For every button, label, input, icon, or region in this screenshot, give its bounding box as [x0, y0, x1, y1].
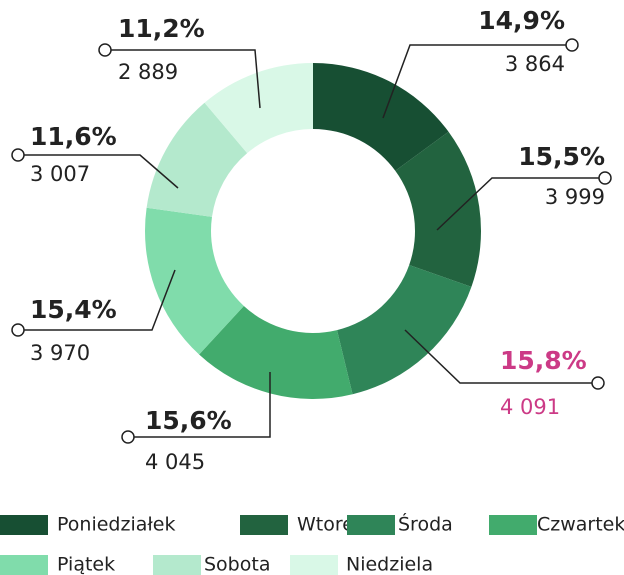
legend-label: Niedziela — [346, 554, 433, 575]
leader-dot — [591, 376, 605, 390]
leader-dot — [11, 323, 25, 337]
value-label: 3 970 — [30, 341, 90, 365]
donut-slice — [146, 102, 248, 217]
leader-dot — [11, 148, 25, 162]
donut-slice — [395, 131, 482, 287]
legend-swatch — [489, 515, 537, 535]
percentage-label: 15,4% — [30, 295, 117, 324]
leader-line — [18, 154, 179, 189]
donut-slice — [144, 207, 244, 355]
legend-swatch — [290, 555, 338, 575]
legend-swatch — [153, 555, 201, 575]
value-label: 2 889 — [118, 60, 178, 84]
percentage-label: 11,2% — [118, 14, 205, 43]
value-label: 4 091 — [500, 395, 560, 419]
leader-line — [128, 372, 271, 438]
leader-dot — [121, 430, 135, 444]
legend-label: Poniedziałek — [57, 514, 175, 536]
percentage-label: 14,9% — [478, 6, 565, 35]
leader-dot — [98, 43, 112, 57]
value-label: 4 045 — [145, 450, 205, 474]
legend-label: Piątek — [57, 554, 115, 575]
percentage-label: 15,6% — [145, 406, 232, 435]
leader-dot — [598, 171, 612, 185]
legend-swatch — [0, 555, 48, 575]
leader-line — [382, 44, 572, 119]
legend-swatch — [240, 515, 288, 535]
legend-label: Środa — [398, 512, 453, 536]
percentage-label: 11,6% — [30, 122, 117, 151]
legend-label: Czwartek — [537, 514, 624, 536]
donut-slice — [199, 305, 353, 399]
value-label: 3 007 — [30, 162, 90, 186]
percentage-label: 15,8% — [500, 346, 587, 375]
leader-line — [436, 177, 605, 231]
leader-dot — [565, 38, 579, 52]
leader-line — [404, 329, 598, 384]
value-label: 3 999 — [545, 185, 605, 209]
donut-slice — [313, 63, 449, 171]
leader-line — [105, 49, 261, 109]
legend-label: Sobota — [204, 554, 270, 575]
donut-slice — [337, 264, 472, 395]
donut-slice — [204, 63, 313, 154]
leader-line — [18, 269, 176, 331]
percentage-label: 15,5% — [518, 142, 605, 171]
legend-swatch — [0, 515, 48, 535]
legend-swatch — [347, 515, 395, 535]
value-label: 3 864 — [505, 52, 565, 76]
